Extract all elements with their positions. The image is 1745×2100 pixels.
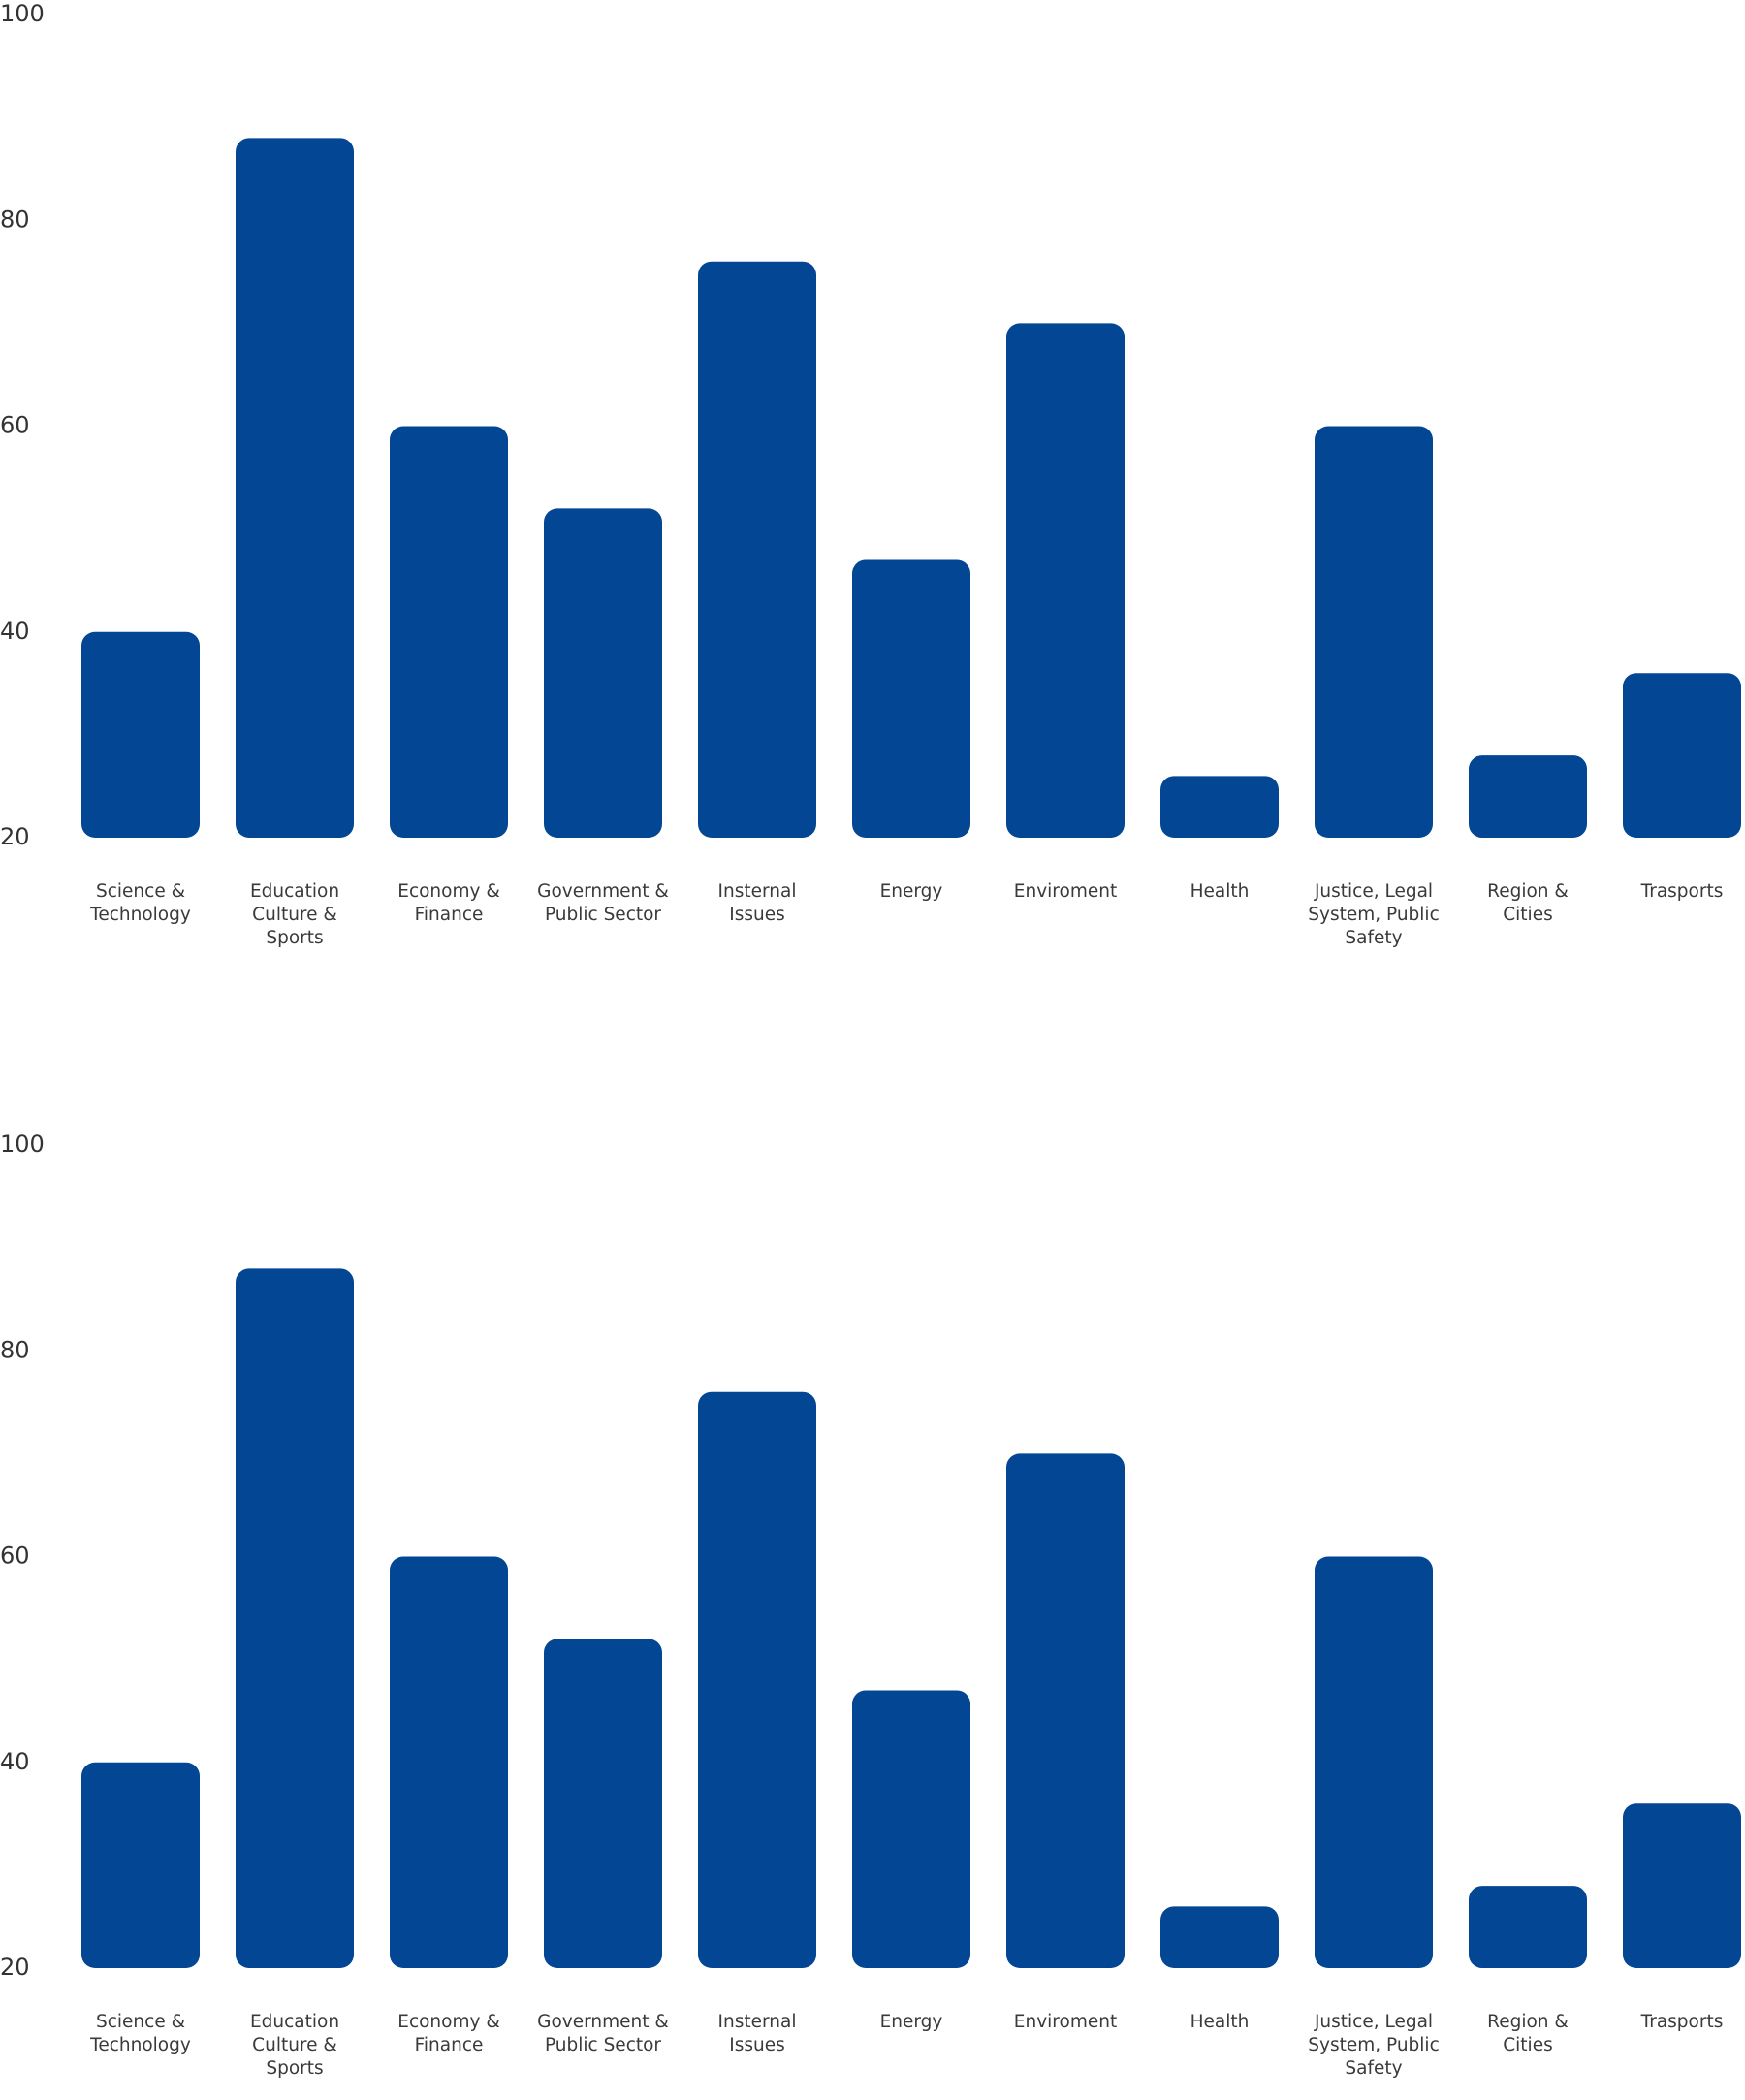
bottom-category-label-2: Education Culture & Sports: [250, 2012, 339, 2079]
bottom-bar-3: [390, 1556, 508, 1968]
bottom-bar-10: [1469, 1886, 1587, 1968]
top-bar-5: [698, 261, 816, 838]
top-category-label-1: Science & Technology: [89, 881, 191, 925]
top-ytick-40: 40: [0, 618, 30, 645]
bottom-ytick-40: 40: [0, 1748, 30, 1775]
top-ytick-100: 100: [0, 0, 45, 27]
bottom-bar-1: [81, 1762, 200, 1968]
top-ytick-80: 80: [0, 206, 30, 233]
bottom-bar-6: [852, 1690, 970, 1968]
top-bar-1: [81, 631, 200, 838]
bottom-bar-5: [698, 1391, 816, 1968]
bottom-category-label-5: Insternal Issues: [718, 2012, 797, 2055]
top-bar-8: [1160, 776, 1279, 838]
bottom-category-label-7: Enviroment: [1014, 2012, 1117, 2032]
top-bar-11: [1623, 673, 1741, 838]
bar-chart-bottom: 20 40 60 80 100 Science & Technology Education C…: [0, 1130, 1741, 2079]
top-category-label-10: Region & Cities: [1487, 881, 1569, 925]
top-bar-9: [1315, 426, 1433, 838]
top-category-label-6: Energy: [880, 881, 943, 902]
bottom-ytick-60: 60: [0, 1543, 30, 1570]
bottom-category-label-4: Government & Public Sector: [537, 2012, 669, 2055]
top-ytick-60: 60: [0, 412, 30, 439]
top-category-label-8: Health: [1190, 881, 1250, 902]
bottom-bar-2: [236, 1268, 354, 1968]
top-category-label-4: Government & Public Sector: [537, 881, 669, 925]
bottom-bar-7: [1006, 1453, 1125, 1968]
top-bar-2: [236, 138, 354, 839]
bottom-ytick-80: 80: [0, 1336, 30, 1363]
top-bar-6: [852, 559, 970, 838]
bottom-category-label-3: Economy & Finance: [397, 2012, 500, 2055]
bottom-category-label-11: Trasports: [1640, 2012, 1724, 2032]
bottom-ytick-100: 100: [0, 1130, 45, 1158]
bottom-bar-11: [1623, 1803, 1741, 1968]
top-category-label-2: Education Culture & Sports: [250, 881, 339, 948]
bottom-category-label-6: Energy: [880, 2012, 943, 2032]
top-category-label-9: Justice, Legal System, Public Safety: [1308, 881, 1440, 948]
top-category-label-7: Enviroment: [1014, 881, 1117, 902]
top-bar-7: [1006, 323, 1125, 838]
bar-chart-top: 20 40 60 80 100 Science & Technology Education C…: [0, 0, 1741, 948]
bottom-ytick-20: 20: [0, 1954, 30, 1981]
top-category-label-3: Economy & Finance: [397, 881, 500, 925]
bottom-category-label-10: Region & Cities: [1487, 2012, 1569, 2055]
top-bar-4: [544, 508, 662, 838]
bottom-bar-9: [1315, 1556, 1433, 1968]
top-category-label-11: Trasports: [1640, 881, 1724, 902]
bottom-category-label-9: Justice, Legal System, Public Safety: [1308, 2012, 1440, 2079]
bottom-category-label-8: Health: [1190, 2012, 1250, 2032]
bottom-bar-4: [544, 1639, 662, 1968]
top-bar-3: [390, 426, 508, 838]
bottom-bar-8: [1160, 1906, 1279, 1968]
top-category-label-5: Insternal Issues: [718, 881, 797, 925]
top-ytick-20: 20: [0, 823, 30, 850]
bottom-category-label-1: Science & Technology: [89, 2012, 191, 2055]
top-bar-10: [1469, 755, 1587, 838]
